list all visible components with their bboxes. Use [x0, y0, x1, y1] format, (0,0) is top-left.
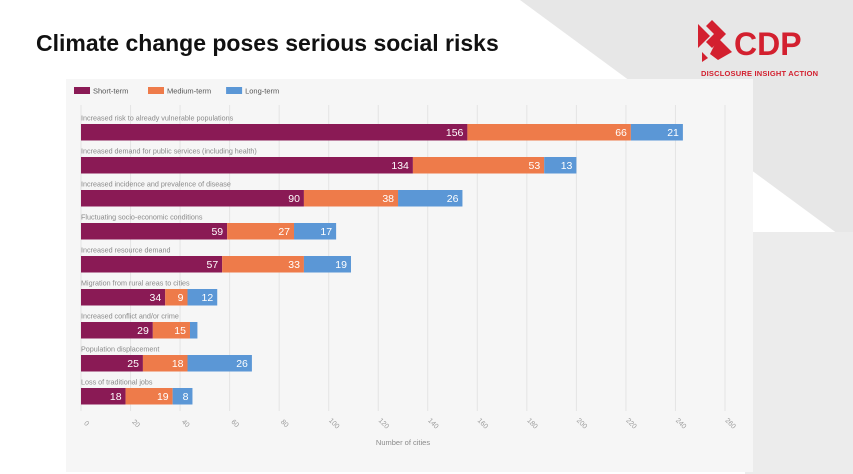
bar-segment-long-term: [398, 190, 463, 207]
x-tick-label: 180: [525, 417, 538, 430]
bar-segment-short-term: [81, 157, 413, 174]
bar-segment-long-term: [172, 388, 193, 405]
x-tick-label: 200: [575, 417, 588, 430]
x-tick-label: 100: [327, 417, 340, 430]
bar-segment-medium-term: [142, 355, 188, 372]
page-title: Climate change poses serious social risk…: [36, 30, 499, 56]
data-label: 8: [183, 391, 189, 403]
data-label: 66: [615, 127, 627, 139]
x-tick-label: 60: [229, 419, 240, 430]
legend-swatch-short-term: [74, 87, 90, 94]
bar-segment-long-term: [189, 322, 198, 339]
cdp-logo-text: CDP: [734, 26, 802, 62]
category-label: Increased demand for public services (in…: [81, 147, 257, 156]
data-label: 38: [382, 193, 394, 205]
bottom-right-gray-triangle: [745, 232, 853, 474]
category-label: Increased risk to already vulnerable pop…: [81, 114, 234, 123]
bar-segment-long-term: [630, 124, 683, 141]
data-label: 21: [667, 127, 679, 139]
data-label: 15: [174, 325, 186, 337]
data-label: 26: [447, 193, 459, 205]
bar-segment-long-term: [187, 355, 252, 372]
x-tick-label: 20: [130, 419, 141, 430]
bar-segment-medium-term: [412, 157, 545, 174]
data-label: 19: [157, 391, 169, 403]
legend-label: Medium-term: [167, 87, 211, 96]
category-label: Migration from rural areas to cities: [81, 279, 190, 288]
data-label: 134: [391, 160, 409, 172]
bar-segment-medium-term: [303, 190, 399, 207]
x-tick-label: 0: [82, 420, 90, 428]
x-tick-label: 220: [624, 417, 637, 430]
legend-label: Long-term: [245, 87, 279, 96]
bar-segment-long-term: [303, 256, 351, 273]
legend-label: Short-term: [93, 87, 128, 96]
data-label: 34: [150, 292, 162, 304]
data-label: 18: [110, 391, 122, 403]
data-label: 53: [528, 160, 540, 172]
x-tick-label: 40: [180, 419, 191, 430]
data-label: 19: [335, 259, 347, 271]
chart-panel: 0 20 40 60 80 100 120 140 160 180 200 220 240 260 Shor…: [66, 79, 753, 472]
bar-segment-short-term: [81, 256, 223, 273]
bar-segment-long-term: [294, 223, 337, 240]
data-label: 57: [206, 259, 218, 271]
data-label: 17: [320, 226, 332, 238]
bar-segment-medium-term: [467, 124, 631, 141]
x-tick-label: 80: [279, 419, 290, 430]
cdp-logo: CDP DISCLOSURE INSIGHT ACTION: [694, 16, 839, 80]
category-label: Increased resource demand: [81, 246, 171, 255]
bar-segment-long-term: [187, 289, 218, 306]
bar-segment-short-term: [81, 322, 153, 339]
bar-segment-medium-term: [125, 388, 173, 405]
data-label: 9: [178, 292, 184, 304]
data-label: 26: [236, 358, 248, 370]
data-label: 27: [278, 226, 290, 238]
data-label: 156: [446, 127, 464, 139]
x-tick-label: 140: [426, 417, 439, 430]
bar-segment-medium-term: [165, 289, 188, 306]
category-label: Fluctuating socio-economic conditions: [81, 213, 203, 222]
data-label: 59: [211, 226, 223, 238]
category-label: Population displacement: [81, 345, 159, 354]
bar-segment-short-term: [81, 355, 143, 372]
bar-segment-medium-term: [227, 223, 295, 240]
x-tick-label: 120: [377, 417, 390, 430]
x-tick-label: 240: [674, 417, 687, 430]
data-label: 90: [288, 193, 300, 205]
cdp-logo-mark-icon: [698, 20, 732, 62]
bar-segment-short-term: [81, 388, 126, 405]
bar-segment-medium-term: [152, 322, 190, 339]
bar-segment-short-term: [81, 190, 304, 207]
bar-segment-medium-term: [222, 256, 304, 273]
x-tick-label: 160: [476, 417, 489, 430]
stacked-bar-chart: 0 20 40 60 80 100 120 140 160 180 200 220 240 260 Shor…: [74, 87, 737, 447]
category-label: Loss of traditional jobs: [81, 378, 153, 387]
legend-swatch-medium-term: [148, 87, 164, 94]
data-label: 25: [127, 358, 139, 370]
data-label: 29: [137, 325, 149, 337]
data-label: 13: [561, 160, 573, 172]
data-label: 12: [202, 292, 214, 304]
bar-segment-short-term: [81, 289, 166, 306]
cdp-logo-tagline: DISCLOSURE INSIGHT ACTION: [701, 69, 819, 78]
data-label: 18: [172, 358, 184, 370]
category-label: Increased conflict and/or crime: [81, 312, 179, 321]
legend-swatch-long-term: [226, 87, 243, 94]
bar-segment-short-term: [81, 223, 228, 240]
bar-segment-short-term: [81, 124, 468, 141]
x-axis-title: Number of cities: [376, 438, 430, 447]
bar-segment-long-term: [544, 157, 577, 174]
data-label: 33: [288, 259, 300, 271]
x-tick-label: 260: [723, 417, 736, 430]
category-label: Increased incidence and prevalence of di…: [81, 180, 231, 189]
